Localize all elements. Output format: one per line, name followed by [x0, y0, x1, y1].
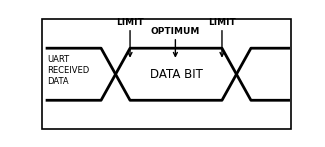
Text: UART
RECEIVED
DATA: UART RECEIVED DATA	[47, 55, 89, 86]
Text: OPTIMUM: OPTIMUM	[151, 27, 200, 36]
Text: LIMIT: LIMIT	[116, 18, 144, 27]
Text: DATA BIT: DATA BIT	[150, 68, 202, 81]
Text: LIMIT: LIMIT	[208, 18, 236, 27]
